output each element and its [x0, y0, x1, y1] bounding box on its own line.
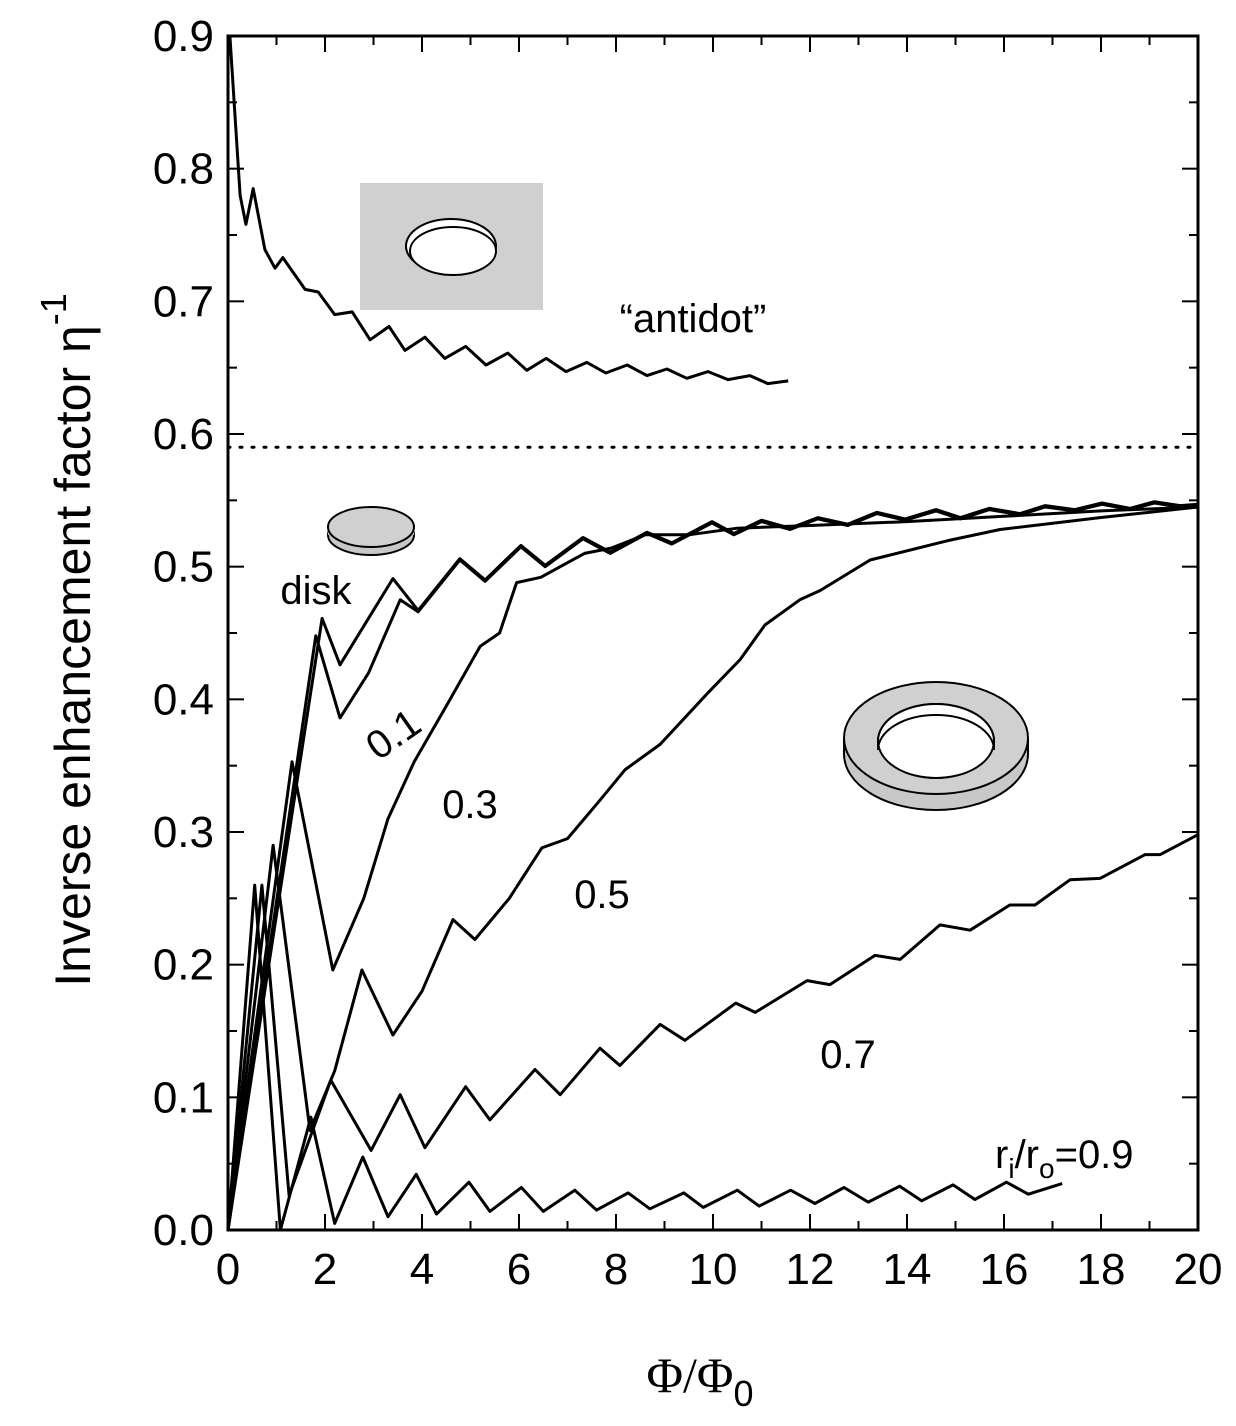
series-line — [226, 505, 1199, 1231]
y-tick-label: 0.3 — [153, 808, 214, 857]
y-tick-label: 0.2 — [153, 941, 214, 990]
series-line — [226, 505, 1199, 1231]
curve-label: ri/ro=0.9 — [995, 1133, 1134, 1184]
plot-frame — [226, 34, 1200, 1232]
y-tick-label: 0.9 — [153, 12, 214, 61]
x-tick-label: 4 — [410, 1245, 434, 1294]
curve-label: “antidot” — [620, 297, 767, 341]
y-axis-label: Inverse enhancement factor η-1 — [33, 293, 101, 987]
y-tick-label: 0.7 — [153, 277, 214, 326]
label-text: /r — [1015, 1133, 1039, 1177]
label-subscript: o — [1039, 1153, 1055, 1184]
ring-icon — [843, 681, 1029, 811]
x-tick-label: 20 — [1174, 1245, 1223, 1294]
antidot-icon — [360, 183, 543, 310]
series-line — [226, 833, 1199, 1231]
series-line — [228, 35, 789, 386]
y-tick-label: 0.1 — [153, 1073, 214, 1122]
label-subscript: i — [1008, 1153, 1014, 1184]
y-tick-label: 0.8 — [153, 145, 214, 194]
x-tick-label: 8 — [604, 1245, 628, 1294]
curve-label: 0.3 — [442, 783, 498, 827]
curve-label: 0.7 — [820, 1033, 876, 1077]
x-tick-label: 16 — [980, 1245, 1029, 1294]
series-line — [226, 883, 1063, 1232]
x-tick-label: 6 — [507, 1245, 531, 1294]
x-label-sub: 0 — [733, 1373, 753, 1414]
x-tick-label: 2 — [313, 1245, 337, 1294]
y-label-text: Inverse enhancement factor η — [45, 325, 101, 987]
y-label-sup: -1 — [33, 293, 74, 325]
y-tick-label: 0.4 — [153, 675, 214, 724]
y-tick-label: 0.0 — [153, 1206, 214, 1255]
label-text: =0.9 — [1055, 1133, 1134, 1177]
x-tick-label: 12 — [786, 1245, 835, 1294]
x-tick-label: 10 — [689, 1245, 738, 1294]
label-text: r — [995, 1133, 1008, 1177]
x-label-text: Φ/Φ — [646, 1347, 733, 1403]
disk-icon — [327, 506, 415, 556]
series-line — [226, 501, 1199, 1231]
curve-label: 0.5 — [574, 873, 630, 917]
x-axis-label: Φ/Φ0 — [646, 1347, 753, 1414]
x-tick-label: 0 — [216, 1245, 240, 1294]
curve-label: disk — [280, 569, 352, 613]
x-tick-label: 18 — [1077, 1245, 1126, 1294]
y-tick-label: 0.5 — [153, 543, 214, 592]
x-tick-label: 14 — [883, 1245, 932, 1294]
y-tick-label: 0.6 — [153, 410, 214, 459]
